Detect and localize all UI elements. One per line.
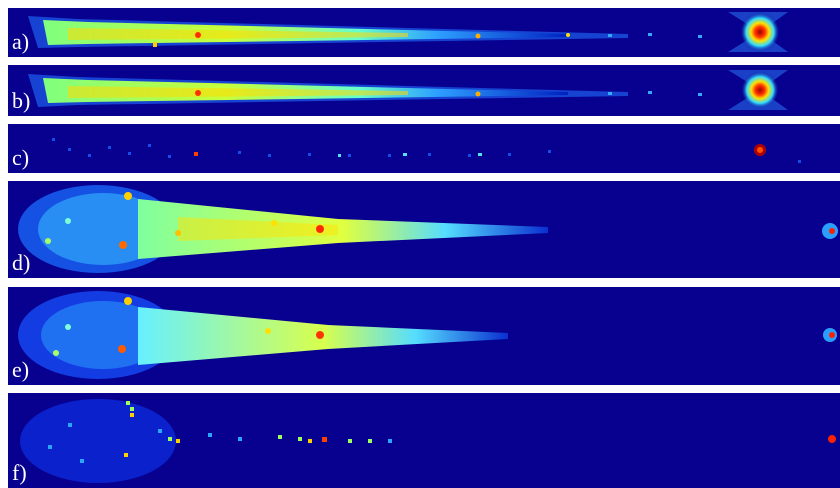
panel-c: c)	[8, 124, 840, 173]
panel-e-heatmap	[8, 287, 840, 385]
panel-b-heatmap	[8, 65, 840, 116]
panel-b: b)	[8, 65, 840, 116]
panel-label-e: e)	[12, 357, 30, 382]
panel-a: a)	[8, 8, 840, 57]
panel-d: d)	[8, 181, 840, 278]
panel-label-b: b)	[12, 88, 31, 113]
panel-c-heatmap	[8, 124, 840, 173]
panel-f-heatmap	[8, 393, 840, 488]
panel-label-a: a)	[12, 29, 30, 54]
panel-d-heatmap	[8, 181, 840, 278]
panel-f: f)	[8, 393, 840, 488]
panel-e: e)	[8, 287, 840, 385]
panel-label-c: c)	[12, 145, 30, 170]
panel-a-heatmap	[8, 8, 840, 57]
panel-label-f: f)	[12, 460, 27, 485]
panel-label-d: d)	[12, 250, 31, 275]
